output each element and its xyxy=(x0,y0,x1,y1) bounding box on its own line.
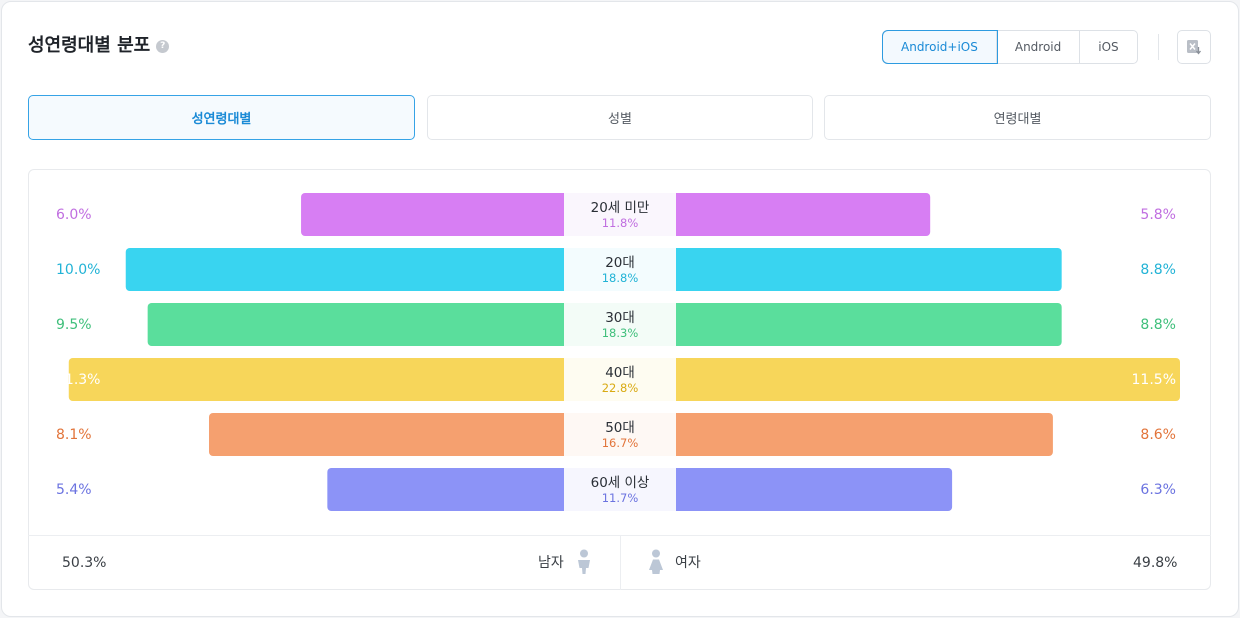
platform-option-all[interactable]: Android+iOS xyxy=(882,30,998,64)
male-value-label: 11.3% xyxy=(56,372,100,388)
category-label: 30대 xyxy=(605,310,635,326)
male-value-label: 9.5% xyxy=(56,317,92,333)
bar-female-2[interactable] xyxy=(672,303,1062,346)
tab-age-gender[interactable]: 성연령대별 xyxy=(28,95,415,140)
question-circle-icon[interactable]: ? xyxy=(156,39,170,53)
female-person-icon xyxy=(649,549,663,574)
bar-male-3[interactable] xyxy=(68,358,568,401)
category-label-bg xyxy=(564,248,676,291)
page-title: 성연령대별 분포 ? xyxy=(28,34,170,58)
bar-male-0[interactable] xyxy=(301,193,568,236)
category-total-label: 18.8% xyxy=(602,271,639,285)
footer-divider xyxy=(28,535,1211,536)
category-total-label: 16.7% xyxy=(602,436,639,450)
category-label: 60세 이상 xyxy=(591,475,650,491)
male-person-icon xyxy=(578,549,590,574)
female-label: 여자 xyxy=(675,555,701,571)
category-label-bg xyxy=(564,413,676,456)
category-label: 40대 xyxy=(605,365,635,381)
bar-male-1[interactable] xyxy=(125,248,568,291)
male-value-label: 8.1% xyxy=(56,427,92,443)
bar-female-1[interactable] xyxy=(672,248,1062,291)
category-total-label: 11.7% xyxy=(602,491,639,505)
male-value-label: 5.4% xyxy=(56,482,92,498)
category-total-label: 11.8% xyxy=(602,216,639,230)
category-label-bg xyxy=(564,358,676,401)
tab-gender[interactable]: 성별 xyxy=(427,95,813,140)
male-value-label: 10.0% xyxy=(56,262,100,278)
bar-female-0[interactable] xyxy=(672,193,931,236)
bar-male-5[interactable] xyxy=(327,468,568,511)
male-share: 50.3% xyxy=(62,555,107,571)
platform-option-ios[interactable]: iOS xyxy=(1080,31,1137,63)
category-label-bg xyxy=(564,193,676,236)
category-label: 50대 xyxy=(605,420,635,436)
category-label: 20대 xyxy=(605,255,635,271)
male-value-label: 6.0% xyxy=(56,207,92,223)
footer-center-divider xyxy=(620,536,621,590)
male-label: 남자 xyxy=(538,555,564,571)
category-total-label: 18.3% xyxy=(602,326,639,340)
female-value-label: 8.8% xyxy=(1140,317,1176,333)
toolbar-divider xyxy=(1158,34,1159,60)
bar-female-5[interactable] xyxy=(672,468,953,511)
female-value-label: 11.5% xyxy=(1132,372,1176,388)
category-label: 20세 미만 xyxy=(591,200,650,216)
female-value-label: 8.8% xyxy=(1140,262,1176,278)
category-label-bg xyxy=(564,303,676,346)
bar-male-4[interactable] xyxy=(209,413,568,456)
category-total-label: 22.8% xyxy=(602,381,639,395)
chart-container xyxy=(28,169,1211,590)
title-text: 성연령대별 분포 xyxy=(28,35,151,56)
tab-age[interactable]: 연령대별 xyxy=(824,95,1211,140)
female-share: 49.8% xyxy=(1133,555,1178,571)
bar-male-2[interactable] xyxy=(147,303,569,346)
bar-female-3[interactable] xyxy=(672,358,1180,401)
female-value-label: 5.8% xyxy=(1140,207,1176,223)
platform-option-android[interactable]: Android xyxy=(996,31,1081,63)
bar-female-4[interactable] xyxy=(672,413,1053,456)
female-value-label: 8.6% xyxy=(1140,427,1176,443)
platform-toggle: Android+iOS Android iOS xyxy=(882,30,1138,64)
category-label-bg xyxy=(564,468,676,511)
female-value-label: 6.3% xyxy=(1140,482,1176,498)
excel-download-icon xyxy=(1187,40,1202,55)
excel-download-button[interactable] xyxy=(1177,30,1211,64)
